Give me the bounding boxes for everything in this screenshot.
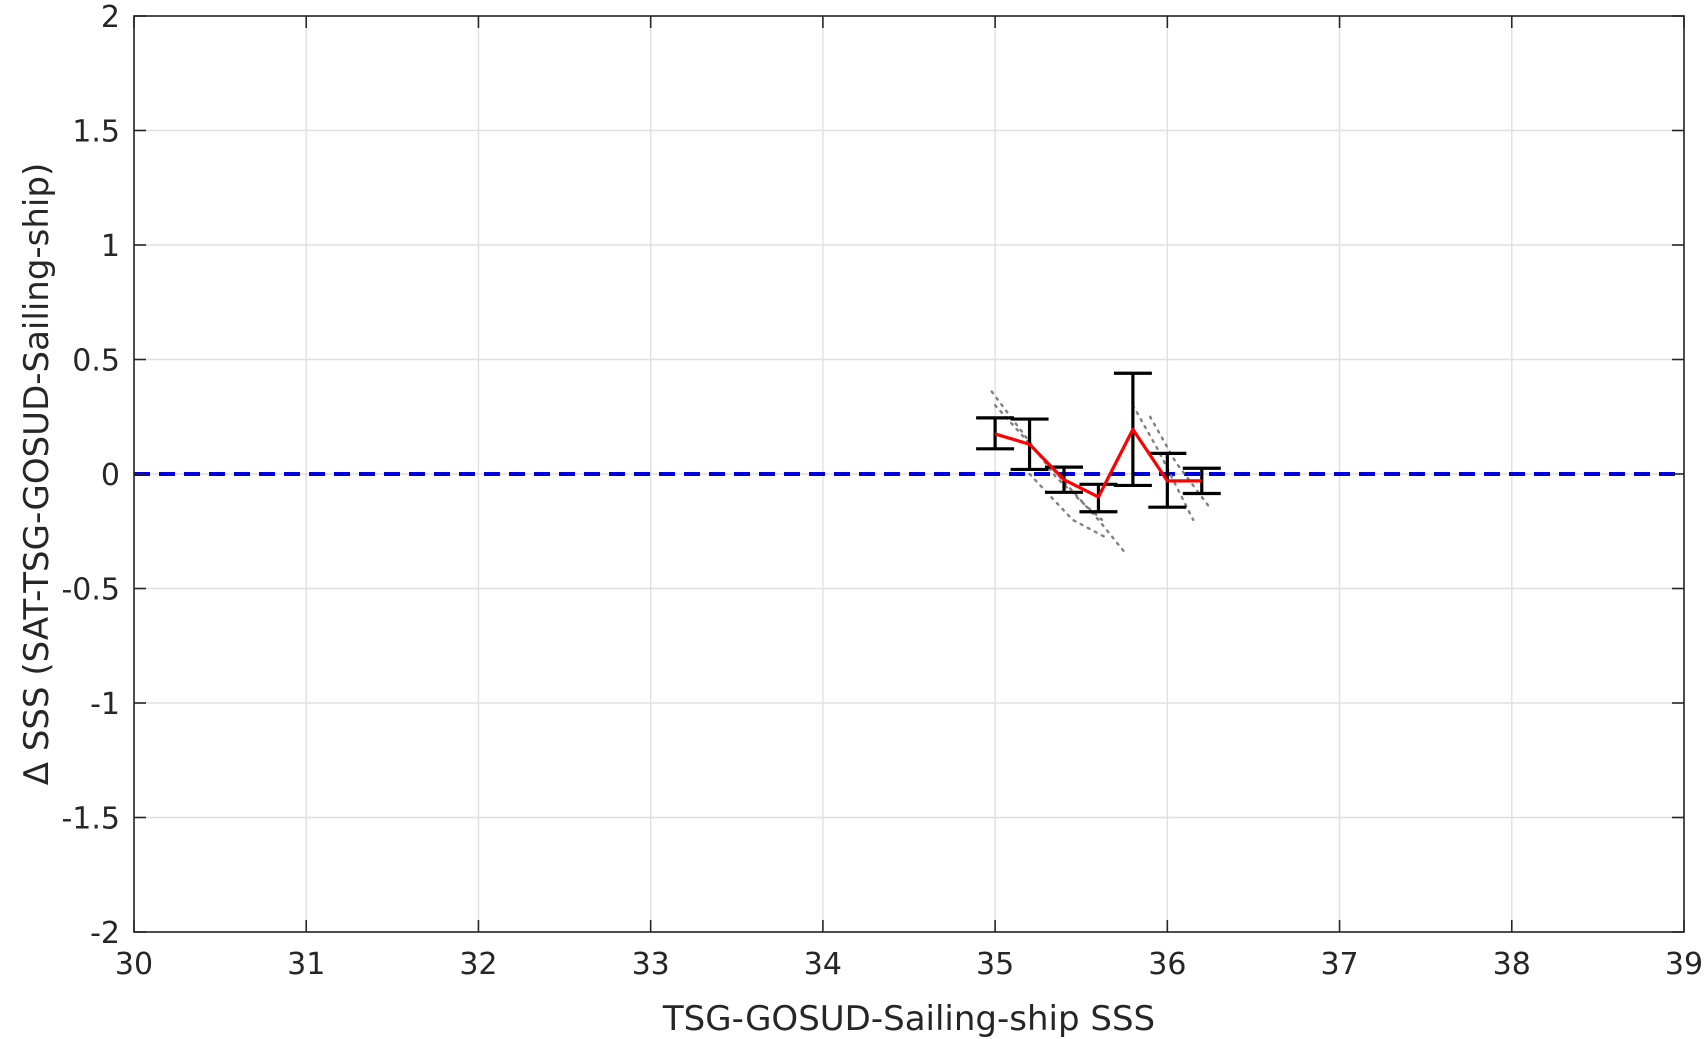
y-tick-label: 2: [101, 0, 120, 35]
x-tick-label: 35: [976, 947, 1014, 982]
x-tick-label: 36: [1148, 947, 1186, 982]
x-tick-label: 39: [1665, 947, 1703, 982]
y-tick-label: 1: [101, 229, 120, 264]
y-ticks: -2 -1.5 -1 -0.5 0 0.5 1 1.5 2: [61, 0, 1684, 951]
y-tick-label: -1: [90, 687, 120, 722]
x-tick-label: 38: [1493, 947, 1531, 982]
gray-dotted-series-line: [990, 390, 1104, 521]
y-tick-label: -1.5: [61, 802, 120, 837]
y-tick-label: 0.5: [72, 344, 120, 379]
gray-dotted-series-line: [993, 404, 1126, 554]
y-axis-label: Δ SSS (SAT-TSG-GOSUD-Sailing-ship): [17, 163, 57, 785]
series-layer: [976, 371, 1221, 554]
x-ticks: 30 31 32 33 34 35 36 37 38 39: [115, 16, 1703, 982]
gray-dotted-series-line: [1028, 472, 1109, 540]
x-axis-label: TSG-GOSUD-Sailing-ship SSS: [662, 999, 1155, 1039]
y-tick-label: 1.5: [72, 115, 120, 150]
x-tick-label: 33: [632, 947, 670, 982]
gray-dotted-series-line: [1131, 404, 1195, 521]
x-tick-label: 31: [287, 947, 325, 982]
y-tick-label: 0: [101, 458, 120, 493]
x-tick-label: 30: [115, 947, 153, 982]
y-tick-label: -2: [90, 916, 120, 951]
x-tick-label: 34: [804, 947, 842, 982]
y-tick-label: -0.5: [61, 573, 120, 608]
x-tick-label: 37: [1320, 947, 1358, 982]
x-tick-label: 32: [459, 947, 497, 982]
